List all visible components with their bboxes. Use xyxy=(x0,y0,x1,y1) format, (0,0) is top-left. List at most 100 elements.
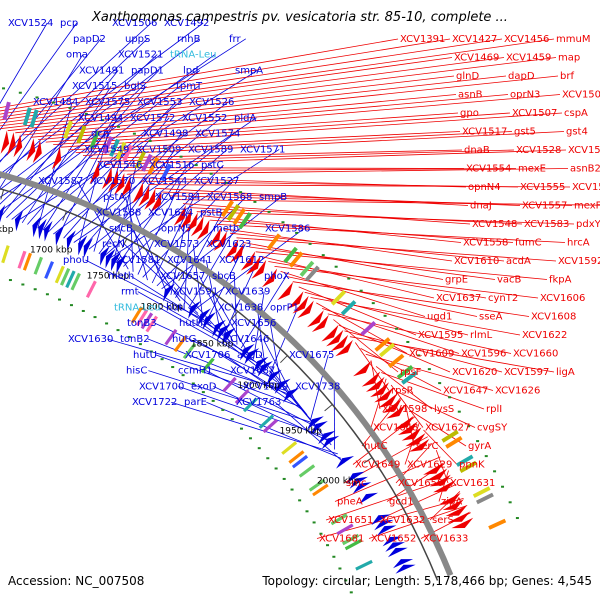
gene-label: XCV1507 xyxy=(512,108,557,119)
gene-arrow xyxy=(257,361,273,377)
label-connector xyxy=(216,224,566,243)
gene-label: tonB2 xyxy=(120,334,150,345)
cog-block xyxy=(266,233,281,250)
cog-block xyxy=(76,125,87,144)
gene-label: map xyxy=(558,53,580,64)
gc-dot xyxy=(164,147,168,150)
gene-label: pstC xyxy=(201,160,223,171)
gc-dot xyxy=(308,242,312,245)
gene-label: XCV1591 xyxy=(173,287,218,298)
label-connector xyxy=(338,324,451,373)
gene-label: XCV1637 xyxy=(436,293,481,304)
gene-label: vacB xyxy=(497,275,522,286)
gene-label: XCV1494 xyxy=(78,113,123,124)
label-connector xyxy=(47,101,177,233)
gene-label: dcp xyxy=(91,129,109,140)
gene-arrow xyxy=(374,387,394,403)
gene-label: XCV1567 xyxy=(568,145,600,156)
gene-label: cvgSY xyxy=(477,423,508,434)
cog-block xyxy=(60,268,71,286)
gene-arrow xyxy=(190,216,204,237)
cog-block xyxy=(145,315,158,333)
gene-label: XCV1509 xyxy=(136,144,181,155)
gene-label: XCV1608 xyxy=(531,312,576,323)
label-connector xyxy=(298,286,417,336)
label-connector xyxy=(0,57,453,121)
gene-arrow xyxy=(253,356,269,373)
gene-arrow xyxy=(197,308,211,326)
kbp-ruler xyxy=(0,188,439,581)
kbp-tick xyxy=(121,238,128,248)
label-connector xyxy=(45,112,459,143)
gene-label: gst4 xyxy=(566,127,588,138)
kbp-tick xyxy=(62,211,67,221)
gc-dot xyxy=(305,510,309,513)
gc-dot xyxy=(395,327,399,330)
label-connector xyxy=(0,54,216,213)
label-connector xyxy=(310,354,329,420)
gene-label: oprP1 xyxy=(270,302,299,313)
gene-arrow xyxy=(318,430,336,445)
label-connector xyxy=(321,308,460,354)
gene-label: XCV1610 xyxy=(454,256,499,267)
gene-arrow xyxy=(292,295,309,314)
cog-block xyxy=(85,280,97,298)
cog-block xyxy=(355,559,373,571)
gene-label: dnaJ xyxy=(470,201,492,212)
gene-label: XCV1552 xyxy=(182,113,227,124)
gene-label: XCV1660 xyxy=(513,349,558,360)
label-connector xyxy=(253,291,265,360)
gc-dot xyxy=(68,107,72,110)
cog-block xyxy=(288,251,304,268)
kbp-tick xyxy=(231,311,239,320)
cog-block xyxy=(298,464,316,478)
gene-arrow xyxy=(336,456,355,469)
label-connector xyxy=(268,261,487,299)
label-connector xyxy=(53,112,511,145)
gene-label: oprN5 xyxy=(161,223,191,234)
gene-arrow xyxy=(108,170,119,192)
gene-label: rlmL xyxy=(470,330,493,341)
cog-block xyxy=(456,454,474,467)
gene-label: smpA xyxy=(235,65,263,76)
label-connector xyxy=(286,276,478,317)
cog-block xyxy=(330,290,347,306)
label-connector xyxy=(126,168,569,175)
gene-label: serC xyxy=(416,441,438,452)
cog-block xyxy=(63,120,73,139)
gene-arrow xyxy=(394,415,414,430)
gene-label: XCV1469 xyxy=(454,53,499,64)
label-connector xyxy=(0,22,48,105)
gene-label: XCV1633 xyxy=(423,534,468,545)
gene-arrow xyxy=(51,146,62,170)
label-connector xyxy=(75,131,513,153)
label-connector xyxy=(205,370,318,428)
label-connector xyxy=(274,266,539,299)
gene-label: gpo xyxy=(460,108,479,119)
gene-label: XCV1638 xyxy=(218,302,263,313)
label-connector xyxy=(0,70,119,217)
cog-block xyxy=(308,478,326,492)
label-connector xyxy=(76,180,129,270)
label-connector xyxy=(304,291,469,336)
gene-arrow xyxy=(114,173,125,195)
cog-block xyxy=(472,486,491,498)
label-connector xyxy=(0,75,455,130)
label-connector xyxy=(0,38,399,109)
gene-arrow xyxy=(138,185,150,207)
gene-label: dnaB xyxy=(464,145,490,156)
label-connector xyxy=(103,149,228,257)
label-connector xyxy=(334,456,441,502)
gene-label: ccmH1 xyxy=(178,366,213,377)
label-connector xyxy=(68,131,461,151)
cog-block xyxy=(291,454,309,469)
gene-arrow xyxy=(202,312,216,330)
gene-label: uppS xyxy=(125,34,150,45)
gene-label: cspA xyxy=(564,108,588,119)
cog-block xyxy=(374,337,391,352)
gene-arrow xyxy=(213,231,227,251)
label-connector xyxy=(0,38,451,112)
gene-label: XCV1606 xyxy=(540,293,585,304)
gene-arrow xyxy=(287,291,304,309)
gc-dot xyxy=(116,329,120,332)
